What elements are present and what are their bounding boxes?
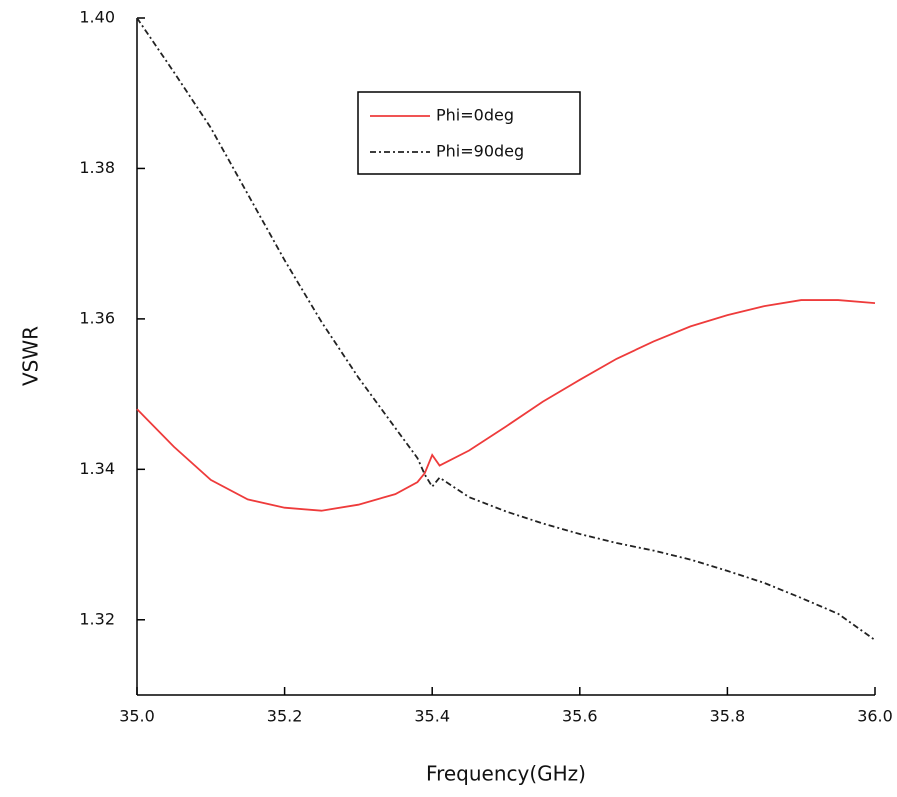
legend-label: Phi=0deg (436, 106, 514, 125)
y-tick-label: 1.36 (79, 308, 115, 327)
x-tick-label: 35.2 (267, 707, 303, 726)
x-tick-label: 35.4 (414, 707, 450, 726)
legend-label: Phi=90deg (436, 142, 524, 161)
x-tick-label: 35.8 (710, 707, 746, 726)
x-tick-label: 36.0 (857, 707, 893, 726)
x-axis-title: Frequency(GHz) (426, 762, 586, 786)
y-tick-label: 1.38 (79, 158, 115, 177)
y-tick-label: 1.34 (79, 459, 115, 478)
series-line (136, 299, 876, 512)
series-line (136, 17, 876, 641)
x-tick-label: 35.6 (562, 707, 598, 726)
y-tick-label: 1.32 (79, 609, 115, 628)
legend-box (357, 91, 581, 175)
y-tick-label: 1.40 (79, 8, 115, 27)
y-axis-title: VSWR (19, 326, 43, 386)
x-tick-label: 35.0 (119, 707, 155, 726)
